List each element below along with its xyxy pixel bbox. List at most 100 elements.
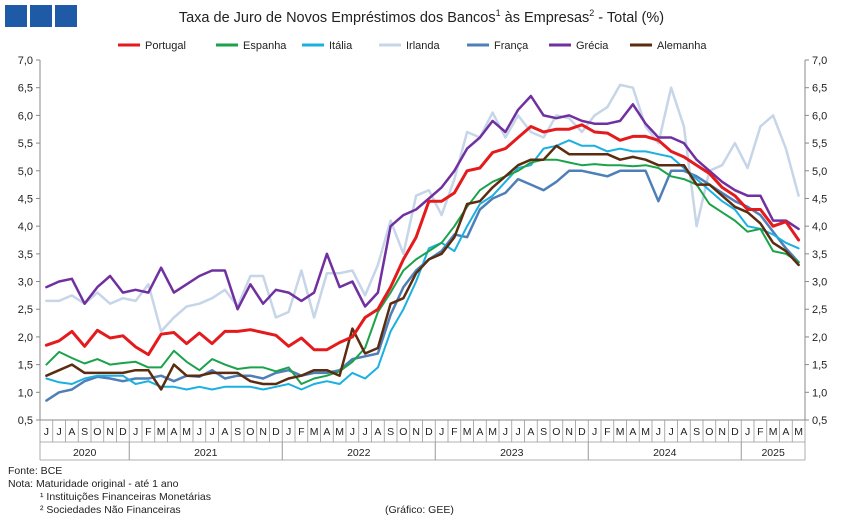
y-tick-label-left: 5,0 [18,166,33,178]
month-label: N [259,426,267,438]
month-label: A [527,426,534,438]
y-tick-label-right: 5,0 [812,166,827,178]
month-label: D [272,426,280,438]
y-tick-label-left: 4,0 [18,221,33,233]
y-tick-label-right: 4,5 [812,193,827,205]
y-tick-label-left: 1,5 [18,360,33,372]
month-label: M [488,426,497,438]
month-label: M [463,426,472,438]
y-tick-label-right: 7,0 [812,55,827,67]
month-label: J [133,426,138,438]
series-lines [44,83,801,402]
month-label: S [693,426,700,438]
month-label: A [629,426,636,438]
y-tick-label-left: 2,5 [18,304,33,316]
y-tick-label-right: 4,0 [812,221,827,233]
footnote-1: ¹ Instituições Financeiras Monetárias [40,491,211,503]
month-label: M [769,426,778,438]
month-label: D [578,426,586,438]
month-label: S [81,426,88,438]
month-label: J [363,426,368,438]
month-label: D [731,426,739,438]
y-tick-label-left: 2,0 [18,332,33,344]
y-tick-label-right: 1,5 [812,360,827,372]
month-label: J [210,426,215,438]
month-label: D [425,426,433,438]
year-label: 2022 [347,447,371,459]
y-tick-label-left: 0,5 [18,415,33,427]
month-label: F [145,426,151,438]
month-label: M [616,426,625,438]
series-line-irlanda [45,83,800,333]
y-tick-label-left: 3,5 [18,249,33,261]
chart-credit: (Gráfico: GEE) [385,504,454,516]
series-line-alemanha [45,144,800,391]
y-tick-label-right: 3,0 [812,277,827,289]
month-label: M [157,426,166,438]
logo-block-1 [5,5,27,27]
y-tick-label-left: 3,0 [18,277,33,289]
legend: Portugal Espanha Itália Irlanda França Grécia… [118,40,707,52]
month-label: M [641,426,650,438]
month-label: J [350,426,355,438]
logo-block-2 [30,5,52,27]
y-tick-label-left: 6,0 [18,110,33,122]
month-label: J [745,426,750,438]
legend-label-espanha: Espanha [243,40,287,52]
month-label: N [718,426,726,438]
y-tick-label-right: 2,5 [812,304,827,316]
month-label: F [604,426,610,438]
month-label: J [503,426,508,438]
month-label: J [669,426,674,438]
logo-block-3 [55,5,77,27]
month-label: N [565,426,573,438]
legend-label-irlanda: Irlanda [406,40,441,52]
month-label: A [323,426,330,438]
legend-label-grécia: Grécia [576,40,609,52]
source-note: Fonte: BCE [8,465,63,477]
legend-label-alemanha: Alemanha [657,40,707,52]
month-label: J [439,426,444,438]
month-label: M [310,426,319,438]
month-label: J [57,426,62,438]
month-label: M [794,426,803,438]
year-label: 2024 [653,447,677,459]
y-tick-label-right: 2,0 [812,332,827,344]
month-label: A [374,426,381,438]
y-tick-label-right: 6,5 [812,83,827,95]
month-label: D [119,426,127,438]
legend-label-portugal: Portugal [145,40,186,52]
month-label: M [335,426,344,438]
y-tick-label-left: 5,5 [18,138,33,150]
y-tick-label-right: 6,0 [812,110,827,122]
month-label: O [552,426,560,438]
y-tick-label-left: 4,5 [18,193,33,205]
month-label: A [476,426,483,438]
month-label: F [451,426,457,438]
month-label: A [680,426,687,438]
maturity-note: Nota: Maturidade original - até 1 ano [8,478,179,490]
month-label: J [197,426,202,438]
month-label: N [106,426,114,438]
month-label: J [286,426,291,438]
month-label: S [234,426,241,438]
month-label: O [705,426,713,438]
month-label: F [757,426,763,438]
month-label: F [298,426,304,438]
y-tick-label-left: 1,0 [18,387,33,399]
legend-label-frança: França [494,40,529,52]
month-label: A [221,426,228,438]
y-tick-label-right: 5,5 [812,138,827,150]
month-label: J [656,426,661,438]
month-label: O [246,426,254,438]
year-label: 2020 [73,447,97,459]
month-label: J [516,426,521,438]
month-label: N [412,426,420,438]
year-label: 2021 [194,447,218,459]
series-line-espanha [45,158,800,385]
month-label: M [182,426,191,438]
month-label: A [170,426,177,438]
axes: 0,5 0,5 1,0 1,0 1,5 1,5 2,0 2,0 2,5 2,5 3,0 3,0 3,5 3… [18,55,827,461]
y-tick-label-right: 3,5 [812,249,827,261]
